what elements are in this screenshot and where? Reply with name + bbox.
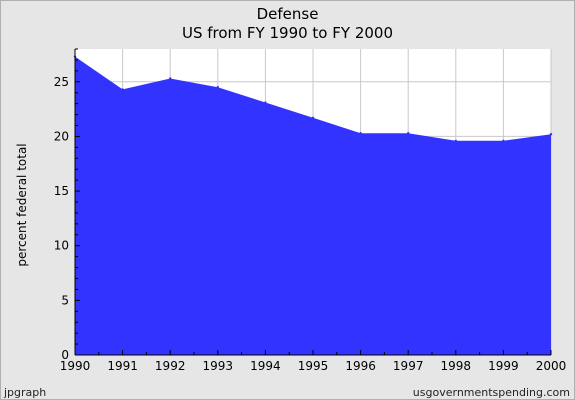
data-point-1994 <box>264 101 267 104</box>
x-tick-label-1996: 1996 <box>345 359 376 373</box>
area-series <box>75 56 551 355</box>
data-point-2000 <box>549 133 553 136</box>
x-tick-label-1990: 1990 <box>60 359 91 373</box>
y-tick-label-0: 0 <box>61 348 69 362</box>
plot-area: 0 5 10 15 20 25 1990 1991 1992 1993 1994 1995 1996 19… <box>54 48 567 373</box>
chart-title: Defense <box>257 5 319 23</box>
data-point-1992 <box>169 77 172 80</box>
data-point-1998 <box>454 139 457 142</box>
y-tick-label-20: 20 <box>54 129 69 143</box>
x-tick-label-1998: 1998 <box>441 359 472 373</box>
x-tick-label-1999: 1999 <box>488 359 519 373</box>
footer-right: usgovernmentspending.com <box>413 386 570 399</box>
data-point-1991 <box>121 88 124 91</box>
data-point-1993 <box>216 86 219 89</box>
data-point-1995 <box>311 116 315 120</box>
x-tick-label-1995: 1995 <box>298 359 329 373</box>
data-point-1999 <box>502 139 505 142</box>
x-tick-label-1997: 1997 <box>393 359 424 373</box>
y-tick-label-15: 15 <box>54 184 69 198</box>
y-tick-label-25: 25 <box>54 75 69 89</box>
x-tick-label-1992: 1992 <box>155 359 186 373</box>
x-tick-label-2000: 2000 <box>536 359 567 373</box>
y-tick-label-10: 10 <box>54 239 69 253</box>
footer-left: jpgraph <box>3 386 46 399</box>
y-tick-label-5: 5 <box>61 293 69 307</box>
data-point-1997 <box>407 131 410 135</box>
x-tick-label-1991: 1991 <box>107 359 138 373</box>
x-tick-label-1993: 1993 <box>203 359 234 373</box>
data-point-1996 <box>359 131 362 135</box>
chart-subtitle: US from FY 1990 to FY 2000 <box>182 24 393 42</box>
y-axis-label: percent federal total <box>15 143 29 266</box>
x-tick-label-1994: 1994 <box>250 359 281 373</box>
